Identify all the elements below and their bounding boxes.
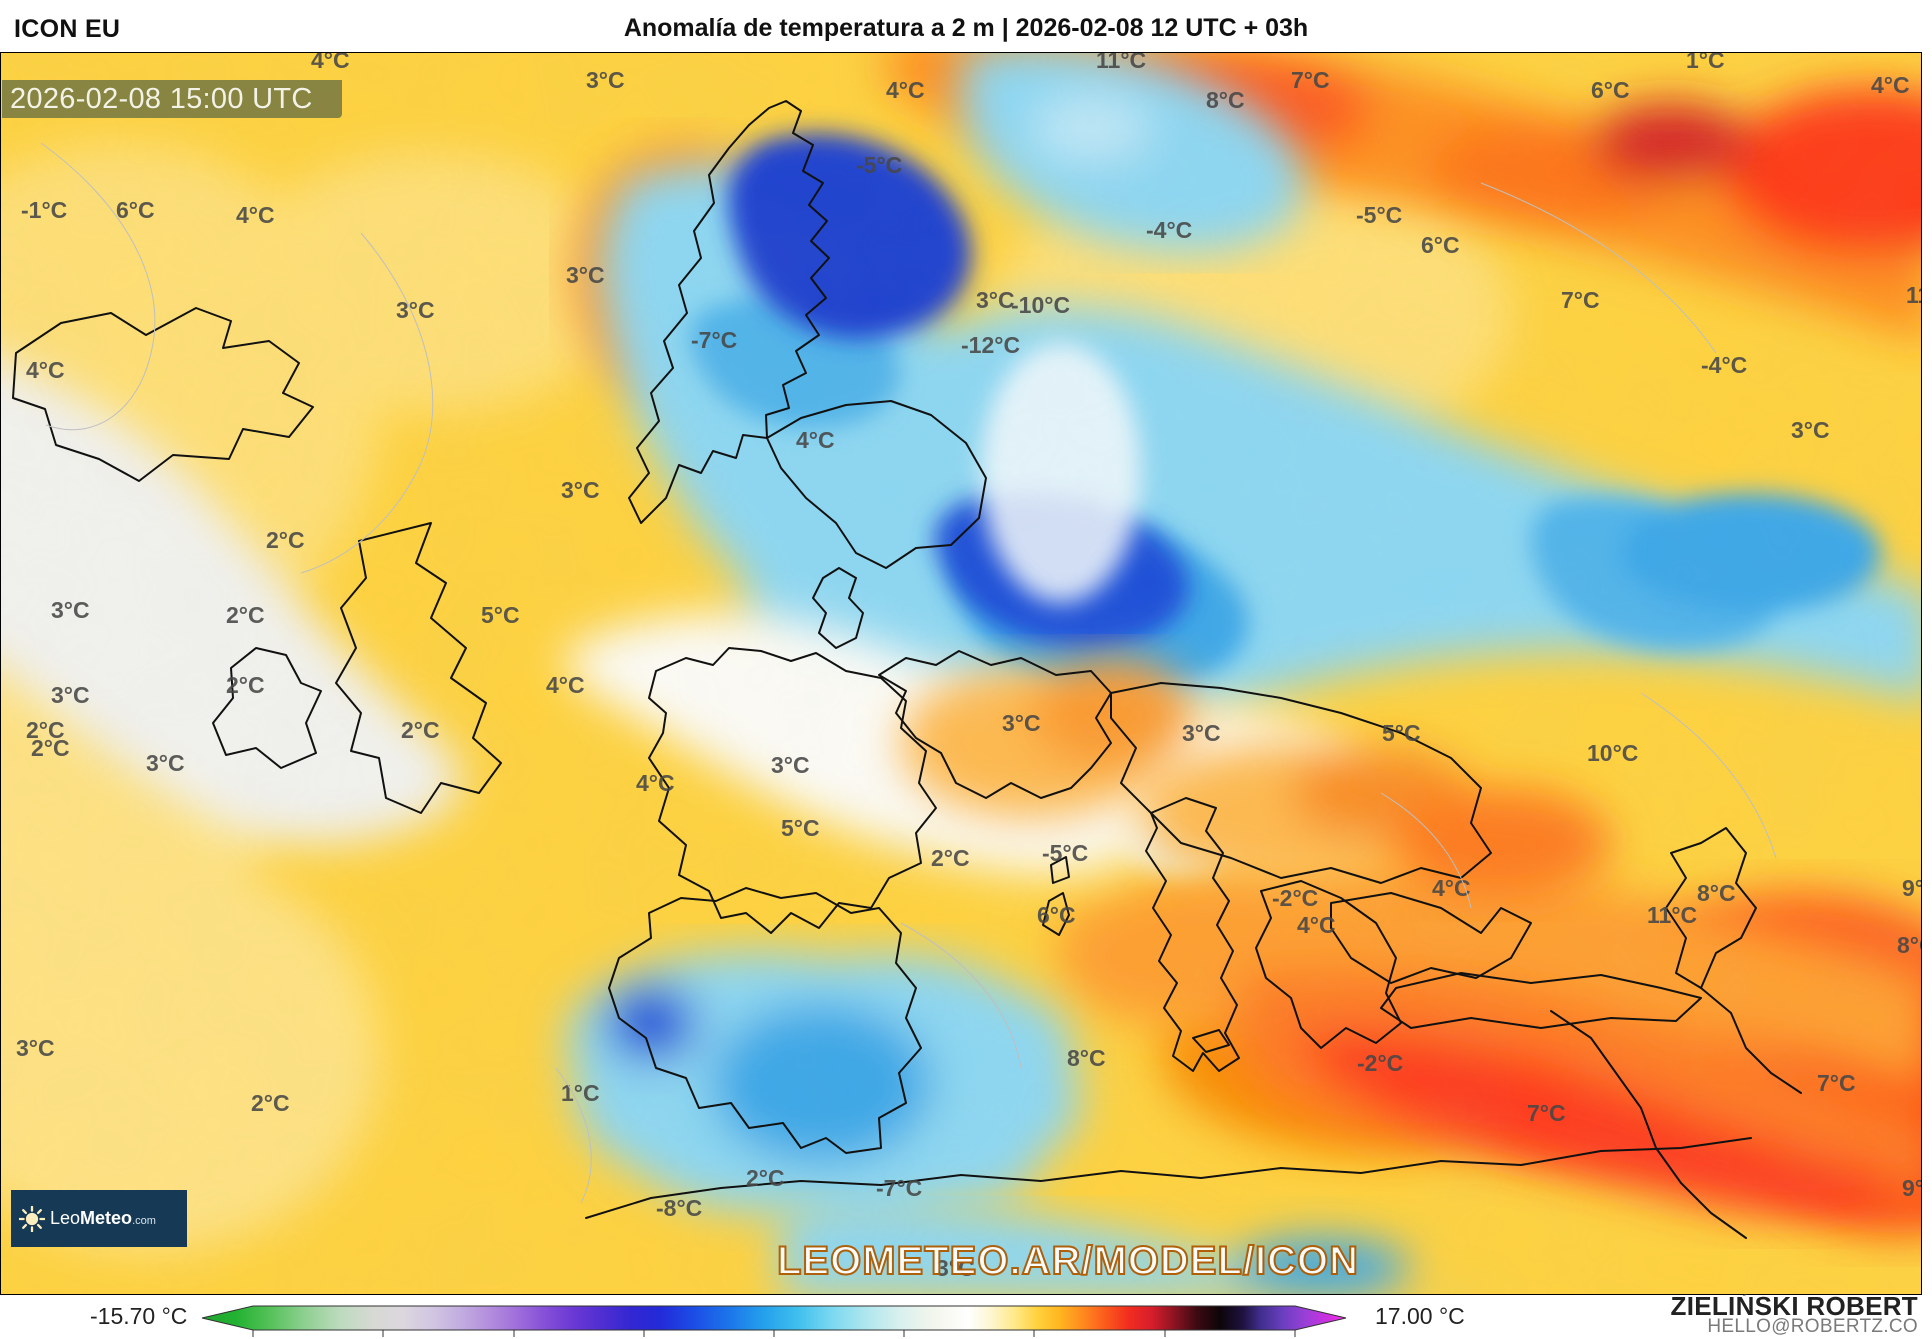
svg-text:5°C: 5°C (481, 602, 520, 628)
svg-text:-5°C: -5°C (856, 152, 902, 178)
svg-text:3°C: 3°C (1002, 710, 1041, 736)
svg-text:4°C: 4°C (1871, 72, 1910, 98)
svg-text:-12°C: -12°C (961, 332, 1020, 358)
svg-text:4°C: 4°C (886, 77, 925, 103)
svg-text:-5°C: -5°C (1042, 840, 1088, 866)
svg-text:2°C: 2°C (26, 717, 65, 743)
svg-text:2°C: 2°C (746, 1165, 785, 1191)
svg-text:-7°C: -7°C (876, 1175, 922, 1201)
svg-text:2°C: 2°C (266, 527, 305, 553)
svg-text:-2°C: -2°C (1272, 885, 1318, 911)
svg-text:6°C: 6°C (116, 197, 155, 223)
svg-text:-4°C: -4°C (1701, 352, 1747, 378)
svg-text:4°C: 4°C (1297, 912, 1336, 938)
svg-text:3°C: 3°C (976, 287, 1015, 313)
svg-text:-7°C: -7°C (691, 327, 737, 353)
svg-text:7°C: 7°C (1527, 1100, 1566, 1126)
svg-text:-5°C: -5°C (1356, 202, 1402, 228)
svg-text:3°C: 3°C (51, 682, 90, 708)
svg-text:4°C: 4°C (546, 672, 585, 698)
svg-text:3°C: 3°C (146, 750, 185, 776)
svg-text:8°C: 8°C (1067, 1045, 1106, 1071)
svg-text:-4°C: -4°C (1146, 217, 1192, 243)
svg-text:7°C: 7°C (1291, 67, 1330, 93)
svg-text:3°C: 3°C (51, 597, 90, 623)
svg-text:9°C: 9°C (1902, 1175, 1922, 1201)
svg-text:8°C: 8°C (1206, 87, 1245, 113)
svg-text:3°C: 3°C (566, 262, 605, 288)
svg-text:7°C: 7°C (1561, 287, 1600, 313)
svg-text:5°C: 5°C (1382, 720, 1421, 746)
svg-text:3°C: 3°C (16, 1035, 55, 1061)
svg-text:2°C: 2°C (226, 672, 265, 698)
svg-text:5°C: 5°C (781, 815, 820, 841)
svg-text:4°C: 4°C (636, 770, 675, 796)
svg-text:-10°C: -10°C (1011, 292, 1070, 318)
svg-text:8°C: 8°C (1697, 880, 1736, 906)
svg-text:1°C: 1°C (1686, 53, 1725, 73)
svg-text:6°C: 6°C (1421, 232, 1460, 258)
svg-text:4°C: 4°C (311, 53, 350, 73)
svg-text:11°C: 11°C (1096, 53, 1146, 73)
svg-text:8°C: 8°C (1897, 932, 1922, 958)
svg-text:3°C: 3°C (1182, 720, 1221, 746)
svg-text:-2°C: -2°C (1357, 1050, 1403, 1076)
svg-text:4°C: 4°C (26, 357, 65, 383)
svg-text:11°C: 11°C (1906, 282, 1922, 308)
svg-text:2°C: 2°C (931, 845, 970, 871)
svg-text:4°C: 4°C (236, 202, 275, 228)
svg-text:-1°C: -1°C (21, 197, 67, 223)
svg-text:2°C: 2°C (251, 1090, 290, 1116)
svg-text:3°C: 3°C (1791, 417, 1830, 443)
svg-text:7°C: 7°C (1817, 1070, 1856, 1096)
svg-text:3°C: 3°C (586, 67, 625, 93)
svg-text:10°C: 10°C (1587, 740, 1638, 766)
svg-text:4°C: 4°C (796, 427, 835, 453)
svg-text:-8°C: -8°C (656, 1195, 702, 1221)
svg-text:6°C: 6°C (1591, 77, 1630, 103)
svg-text:3°C: 3°C (561, 477, 600, 503)
svg-text:3°C: 3°C (771, 752, 810, 778)
svg-text:2°C: 2°C (226, 602, 265, 628)
svg-text:6°C: 6°C (1037, 902, 1076, 928)
svg-text:2°C: 2°C (401, 717, 440, 743)
svg-text:9°C: 9°C (1902, 875, 1922, 901)
svg-text:11°C: 11°C (1647, 902, 1697, 928)
